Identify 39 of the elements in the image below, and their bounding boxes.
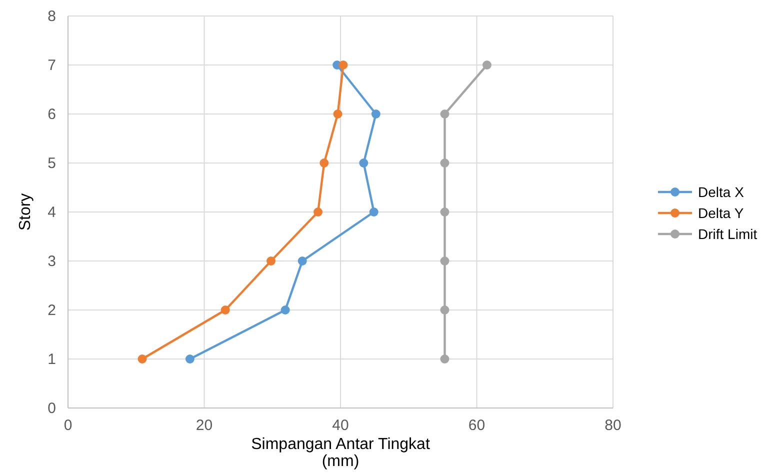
point [440, 306, 450, 314]
point [371, 110, 380, 118]
x-tick-label: 20 [196, 417, 213, 434]
y-tick-label: 5 [48, 155, 56, 172]
y-tick-label: 2 [48, 302, 56, 319]
y-tick-label: 4 [48, 204, 56, 221]
point [185, 354, 194, 364]
y-axis-title: Story [17, 193, 34, 231]
point [266, 256, 276, 266]
point [280, 306, 290, 314]
x-tick-label: 40 [332, 417, 349, 434]
point [440, 158, 450, 168]
legend-label: Drift Limit [698, 226, 758, 242]
point [482, 60, 492, 70]
y-tick-label: 7 [48, 57, 56, 74]
point [440, 354, 450, 364]
y-tick-label: 3 [48, 253, 56, 270]
point [298, 256, 307, 266]
point [440, 208, 450, 216]
y-tick-label: 0 [48, 400, 56, 417]
point [320, 158, 329, 168]
point [359, 158, 368, 168]
y-tick-label: 6 [48, 106, 56, 123]
x-tick-label: 0 [64, 417, 72, 434]
x-tick-label: 60 [468, 417, 486, 434]
point [440, 256, 450, 266]
point [369, 208, 378, 216]
point [138, 354, 147, 364]
point [338, 60, 348, 70]
x-tick-label: 80 [604, 417, 622, 434]
point [333, 110, 342, 118]
legend-label: Delta Y [698, 205, 744, 221]
y-tick-label: 8 [48, 8, 56, 25]
point [314, 208, 323, 216]
y-tick-label: 1 [48, 351, 56, 368]
point [220, 306, 230, 314]
x-axis-title: Simpangan Antar Tingkat (mm) [251, 436, 430, 470]
legend-label: Delta X [698, 184, 745, 200]
point [440, 110, 450, 118]
